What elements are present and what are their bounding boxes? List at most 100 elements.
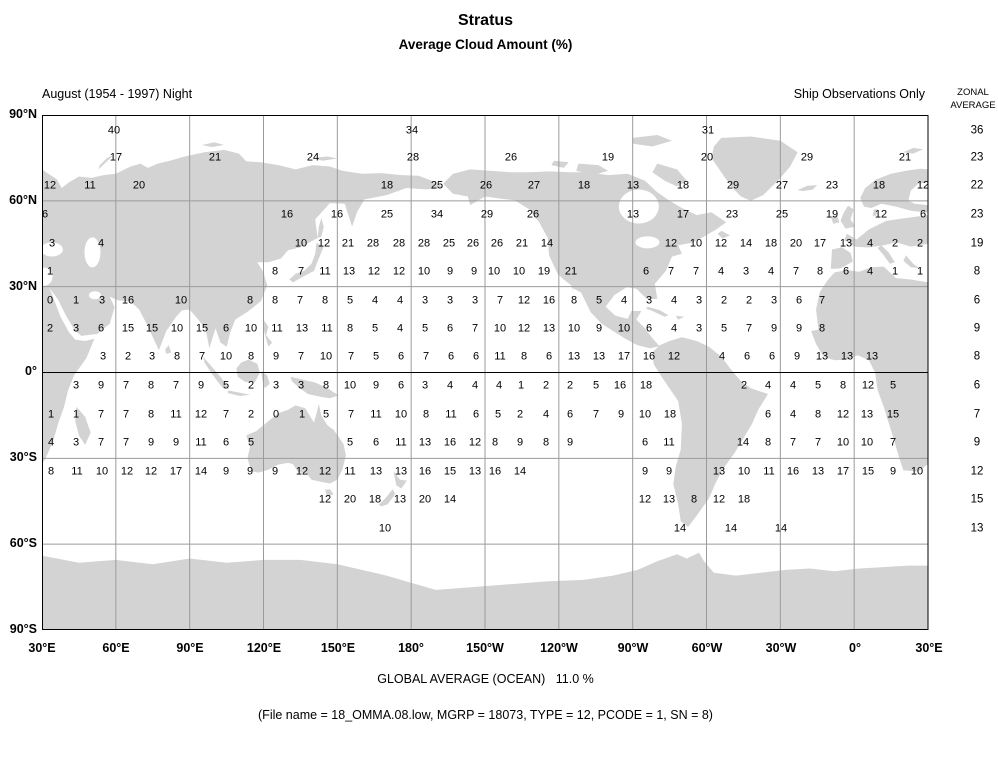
x-axis-tick: 30°E <box>28 641 56 655</box>
cell-value: 15 <box>886 408 900 421</box>
cell-value: 9 <box>147 436 155 449</box>
zonal-average-value: 6 <box>973 379 981 392</box>
cell-value: 12 <box>667 350 681 363</box>
cell-value: 4 <box>866 265 874 278</box>
cell-value: 16 <box>418 465 432 478</box>
cell-value: 12 <box>392 265 406 278</box>
cell-value: 25 <box>430 179 444 192</box>
cell-value: 21 <box>515 237 529 250</box>
cell-value: 18 <box>368 493 382 506</box>
cell-value: 2 <box>516 408 524 421</box>
landmass <box>393 471 407 489</box>
cell-value: 13 <box>839 237 853 250</box>
x-axis-tick: 90°W <box>617 641 649 655</box>
cell-value: 18 <box>737 493 751 506</box>
cell-value: 3 <box>471 294 479 307</box>
cell-value: 12 <box>144 465 158 478</box>
cell-value: 12 <box>517 294 531 307</box>
cell-value: 10 <box>836 436 850 449</box>
cell-value: 6 <box>642 265 650 278</box>
cell-value: 5 <box>372 350 380 363</box>
zonal-average-value: 15 <box>970 493 984 506</box>
cell-value: 4 <box>717 265 725 278</box>
cell-value: 7 <box>792 265 800 278</box>
zonal-average-value: 13 <box>970 522 984 535</box>
cell-value: 28 <box>406 151 420 164</box>
x-axis-tick: 30°W <box>765 641 797 655</box>
cell-value: 9 <box>197 379 205 392</box>
cell-value: 27 <box>775 179 789 192</box>
cell-value: 29 <box>726 179 740 192</box>
landmass <box>227 390 250 396</box>
cell-value: 12 <box>318 465 332 478</box>
cell-value: 11 <box>195 436 207 449</box>
cell-value: 10 <box>319 350 333 363</box>
cell-value: 17 <box>169 465 183 478</box>
cell-value: 8 <box>814 408 822 421</box>
cell-value: 7 <box>97 436 105 449</box>
cell-value: 3 <box>446 294 454 307</box>
cell-value: 5 <box>889 379 897 392</box>
period-label: August (1954 - 1997) Night <box>42 87 193 101</box>
cell-value: 9 <box>641 465 649 478</box>
cell-value: 14 <box>194 465 208 478</box>
cell-value: 13 <box>393 493 407 506</box>
cell-value: 6 <box>446 322 454 335</box>
landmass <box>290 376 339 399</box>
cell-value: 16 <box>542 294 556 307</box>
cell-value: 6 <box>641 436 649 449</box>
cell-value: 7 <box>97 408 105 421</box>
sea-patch <box>88 291 101 300</box>
landmass <box>576 163 609 176</box>
cell-value: 2 <box>891 237 899 250</box>
cell-value: 13 <box>468 465 482 478</box>
landmass <box>312 156 338 161</box>
cell-value: 8 <box>690 493 698 506</box>
cell-value: 8 <box>147 408 155 421</box>
cell-value: 10 <box>170 322 184 335</box>
landmass <box>75 406 91 445</box>
zonal-average-value: 23 <box>970 151 984 164</box>
x-axis-tick: 120°W <box>540 641 578 655</box>
cell-value: 5 <box>592 379 600 392</box>
cell-value: 10 <box>493 322 507 335</box>
cell-value: 8 <box>839 379 847 392</box>
map-border <box>42 115 929 630</box>
cell-value: 9 <box>272 350 280 363</box>
world-map <box>42 115 929 630</box>
sea-patch <box>618 189 659 224</box>
cell-value: 13 <box>860 408 874 421</box>
cell-value: 9 <box>222 465 230 478</box>
cell-value: 4 <box>789 408 797 421</box>
cell-value: 7 <box>347 350 355 363</box>
cell-value: 8 <box>346 322 354 335</box>
cell-value: 14 <box>739 237 753 250</box>
cell-value: 6 <box>768 350 776 363</box>
cell-value: 18 <box>676 179 690 192</box>
cell-value: 28 <box>366 237 380 250</box>
zonal-average-header-line1: ZONAL <box>957 87 989 98</box>
landmass <box>652 163 687 187</box>
cell-value: 5 <box>346 436 354 449</box>
cell-value: 7 <box>296 294 304 307</box>
landmass <box>317 218 324 238</box>
cell-value: 26 <box>479 179 493 192</box>
x-axis-tick: 180° <box>398 641 424 655</box>
cell-value: 34 <box>405 124 419 137</box>
cell-value: 6 <box>919 208 927 221</box>
cell-value: 9 <box>372 379 380 392</box>
landmass <box>646 306 669 317</box>
cell-value: 23 <box>825 179 839 192</box>
cell-value: 23 <box>725 208 739 221</box>
cell-value: 7 <box>818 294 826 307</box>
cell-value: 3 <box>695 322 703 335</box>
cell-value: 10 <box>95 465 109 478</box>
cell-value: 1 <box>517 379 525 392</box>
cell-value: 5 <box>222 379 230 392</box>
global-average-label: GLOBAL AVERAGE (OCEAN) 11.0 % <box>377 672 594 686</box>
cell-value: 10 <box>689 237 703 250</box>
cell-value: 10 <box>617 322 631 335</box>
cell-value: 9 <box>566 436 574 449</box>
cell-value: 14 <box>673 522 687 535</box>
cell-value: 4 <box>866 237 874 250</box>
